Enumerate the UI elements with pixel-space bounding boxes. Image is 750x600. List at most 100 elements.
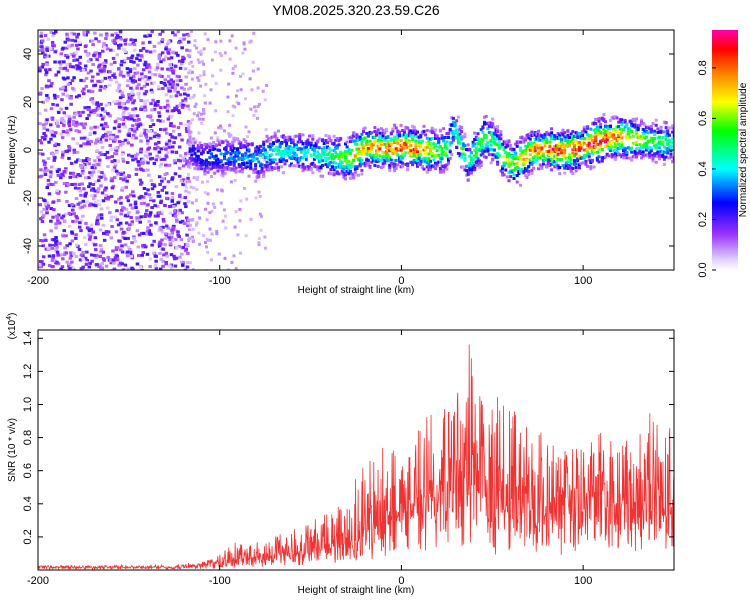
noise-cell xyxy=(190,118,194,122)
ridge-cell xyxy=(612,149,616,153)
noise-cell xyxy=(140,253,144,257)
ridge-cell xyxy=(666,130,670,133)
ridge-cell xyxy=(411,131,415,135)
noise-cell xyxy=(74,233,78,237)
ridge-cell xyxy=(427,152,431,156)
noise-cell xyxy=(169,266,174,270)
ridge-cell xyxy=(630,119,634,123)
ridge-cell xyxy=(211,161,215,165)
ridge-cell xyxy=(594,135,598,139)
ridge-cell xyxy=(267,136,271,140)
noise-cell xyxy=(173,161,177,165)
ridge-cell xyxy=(672,159,674,163)
ridge-cell xyxy=(393,135,397,139)
noise-cell xyxy=(172,141,176,145)
noise-cell xyxy=(203,191,207,195)
noise-cell xyxy=(107,76,112,79)
noise-cell xyxy=(52,32,56,35)
noise-cell xyxy=(185,265,190,269)
ridge-cell xyxy=(312,148,316,152)
ridge-cell xyxy=(666,149,670,153)
ridge-cell xyxy=(671,137,674,141)
ridge-cell xyxy=(283,140,287,144)
ridge-cell xyxy=(407,131,411,135)
ridge-cell xyxy=(432,165,436,169)
ridge-cell xyxy=(492,148,496,152)
ridge-cell xyxy=(435,162,439,166)
snr-y-multiplier: (x104) xyxy=(6,313,18,340)
ridge-cell xyxy=(574,140,578,144)
noise-cell xyxy=(135,262,140,266)
noise-cell xyxy=(129,76,133,80)
noise-cell xyxy=(88,235,93,239)
ridge-cell xyxy=(494,136,498,140)
ridge-cell xyxy=(607,135,611,139)
noise-cell xyxy=(220,188,224,192)
ridge-cell xyxy=(530,162,534,166)
noise-cell xyxy=(127,93,131,96)
noise-cell xyxy=(61,92,65,96)
noise-cell xyxy=(183,99,188,103)
ridge-cell xyxy=(610,134,614,138)
ridge-cell xyxy=(659,149,663,153)
ridge-cell xyxy=(644,144,648,148)
noise-cell xyxy=(71,171,76,175)
ridge-cell xyxy=(460,136,464,140)
noise-cell xyxy=(224,226,228,230)
ridge-cell xyxy=(571,171,575,175)
ridge-cell xyxy=(608,146,612,150)
noise-cell xyxy=(153,204,157,208)
noise-cell xyxy=(188,55,192,59)
noise-cell xyxy=(112,40,116,44)
ridge-cell xyxy=(363,151,367,155)
noise-cell xyxy=(114,230,119,234)
ridge-cell xyxy=(653,144,657,148)
ridge-cell xyxy=(640,156,643,160)
ridge-cell xyxy=(366,162,370,166)
noise-cell xyxy=(119,212,123,216)
noise-cell xyxy=(136,92,140,96)
noise-cell xyxy=(112,38,117,42)
ridge-cell xyxy=(551,135,555,139)
ridge-cell xyxy=(548,133,552,137)
ridge-cell xyxy=(406,167,410,171)
noise-cell xyxy=(167,235,171,239)
noise-cell xyxy=(110,155,114,159)
ridge-cell xyxy=(456,115,460,119)
ridge-cell xyxy=(255,157,259,161)
ridge-cell xyxy=(427,163,431,167)
ridge-cell xyxy=(573,143,576,147)
noise-cell xyxy=(196,176,200,180)
noise-cell xyxy=(244,234,248,238)
ridge-cell xyxy=(389,148,393,152)
noise-cell xyxy=(143,105,147,109)
ridge-cell xyxy=(327,151,331,155)
noise-cell xyxy=(226,95,230,99)
ridge-cell xyxy=(568,160,572,164)
noise-cell xyxy=(112,261,116,265)
ridge-cell xyxy=(259,144,262,148)
y-tick-label: 20 xyxy=(22,96,34,108)
noise-cell xyxy=(74,236,78,240)
noise-cell xyxy=(211,142,214,146)
noise-cell xyxy=(153,103,158,107)
ridge-cell xyxy=(412,134,416,138)
ridge-cell xyxy=(353,165,357,169)
noise-cell xyxy=(145,209,149,213)
noise-cell xyxy=(206,238,209,242)
ridge-cell xyxy=(618,145,622,149)
ridge-cell xyxy=(355,136,359,140)
ridge-cell xyxy=(451,138,455,142)
noise-cell xyxy=(89,58,93,62)
ridge-cell xyxy=(209,167,213,171)
ridge-cell xyxy=(504,168,508,172)
noise-cell xyxy=(102,175,107,179)
noise-cell xyxy=(168,115,172,119)
ridge-cell xyxy=(438,160,442,164)
ridge-cell xyxy=(381,162,385,166)
noise-cell xyxy=(170,192,175,195)
noise-cell xyxy=(43,137,47,141)
ridge-cell xyxy=(399,157,403,161)
noise-cell xyxy=(173,211,177,215)
ridge-cell xyxy=(332,156,336,160)
